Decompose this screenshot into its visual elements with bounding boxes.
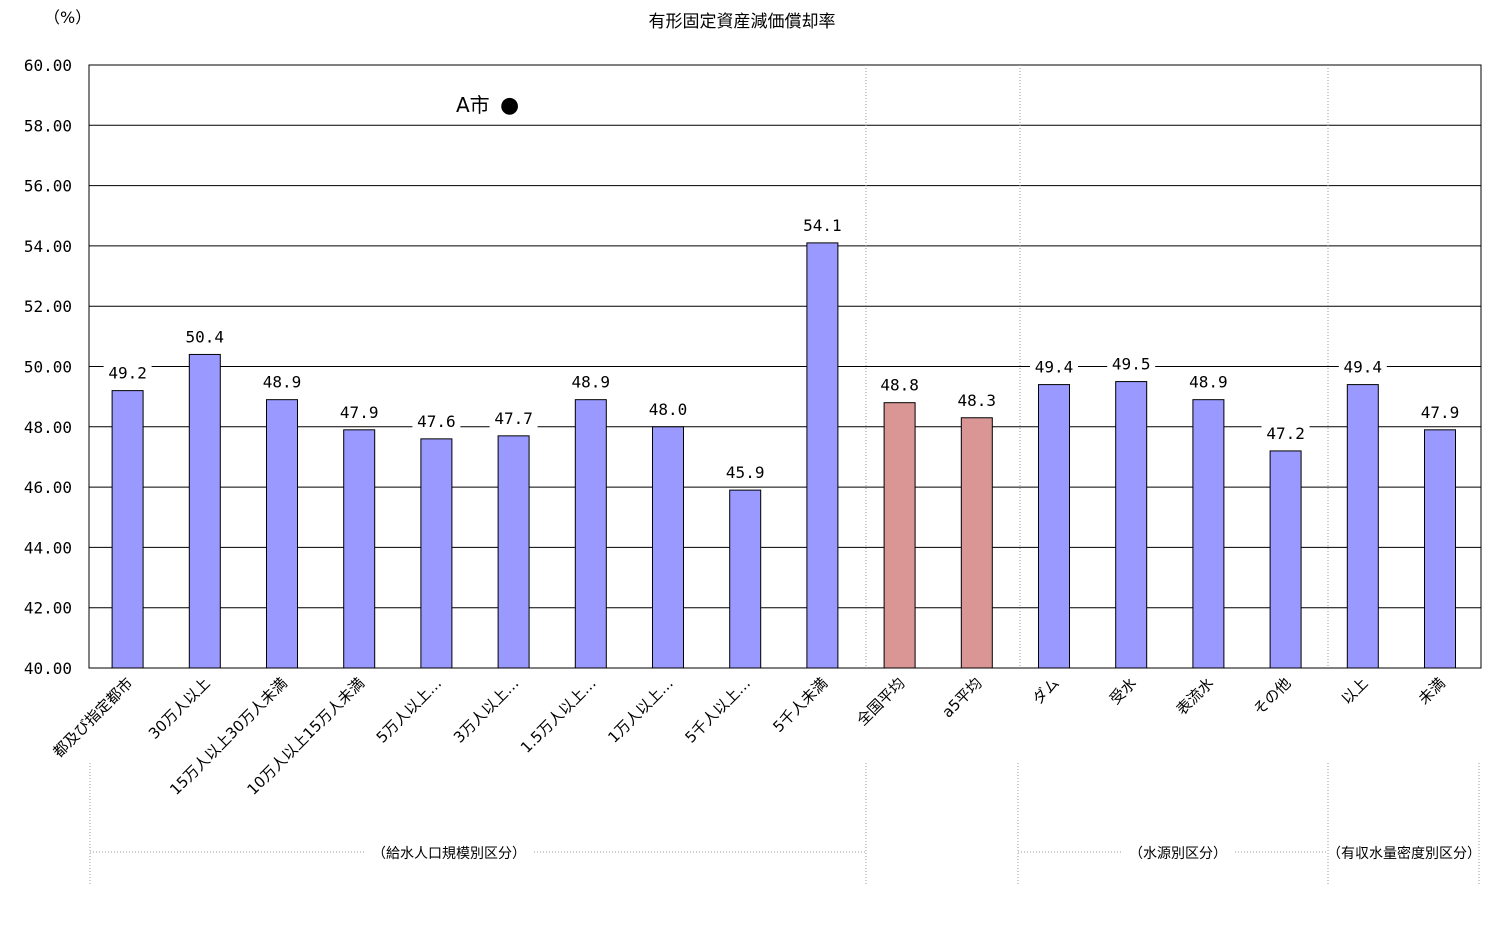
section-dividers [89,65,1480,884]
category-label: 1.5万人以上… [517,674,600,757]
value-label-bg [1184,370,1233,393]
value-label: 49.2 [108,364,147,383]
grid-lines [88,64,1482,669]
value-label-bg [489,406,538,429]
category-label: 5万人以上… [373,674,446,747]
category-label: 表流水 [1173,674,1218,719]
value-label-bg [103,361,152,384]
y-tick-label: 56.00 [24,177,72,196]
bar [1115,381,1148,669]
bar [343,429,376,669]
plot-frame [88,64,1482,669]
y-tick-label: 44.00 [24,538,72,557]
group-label: （水源別区分） [1129,846,1227,862]
value-label: 49.4 [1344,358,1383,377]
category-label: 以上 [1338,674,1372,708]
category-label: 都及び指定都市 [49,674,136,761]
y-tick-label: 46.00 [24,478,72,497]
value-label: 47.9 [1421,403,1460,422]
bar [729,489,762,669]
group-labels: （給水人口規模別区分） （水源別区分） （有収水量密度別区分） [90,845,1481,862]
bar [960,417,993,669]
group-label: （給水人口規模別区分） [372,846,526,862]
y-tick-label: 42.00 [24,599,72,618]
value-label-bg [644,397,692,420]
legend: A市 ● [456,93,519,118]
value-label-bg [1261,421,1310,444]
category-label: 5千人以上… [682,674,755,747]
value-label-bg [1338,355,1387,378]
value-label-bg [875,373,924,396]
value-label: 47.2 [1266,424,1305,443]
bar [1192,399,1225,669]
bar [1346,384,1379,669]
value-label-bg [258,370,306,393]
y-tick-label: 52.00 [24,297,72,316]
bar [806,242,839,669]
bar [188,353,221,669]
value-label-bg [1030,355,1078,378]
value-label-bg [1107,352,1156,375]
bar [420,438,453,669]
y-tick-label: 60.00 [24,56,72,75]
value-label-bg [412,409,461,432]
value-label: 45.9 [726,463,765,482]
y-tick-label: 58.00 [24,116,72,135]
group-label: （有収水量密度別区分） [1327,845,1481,862]
bar [652,426,684,669]
bar [1038,384,1070,669]
bar [574,399,607,669]
legend-marker-icon: ● [500,93,519,118]
y-tick-label: 54.00 [24,237,72,256]
value-label: 48.8 [880,376,919,395]
category-label: 未満 [1415,674,1449,708]
value-label: 48.9 [263,373,302,392]
bar [883,402,916,669]
y-axis-unit: （%） [44,8,91,27]
value-label: 47.6 [417,412,456,431]
value-label-bg [566,370,615,393]
value-label: 48.9 [572,373,611,392]
value-label: 48.9 [1189,373,1228,392]
chart-title: 有形固定資産減価償却率 [649,12,836,32]
value-label: 48.0 [649,400,688,419]
y-tick-label: 50.00 [24,358,72,377]
bar [266,399,298,669]
value-label: 47.7 [494,409,533,428]
value-label: 49.4 [1035,358,1074,377]
bars [111,242,1456,669]
bar [1424,429,1456,669]
category-label: 30万人以上 [145,674,214,743]
bar [497,435,530,669]
bar [111,390,144,669]
category-label: 受水 [1106,674,1140,708]
value-label-bg [335,400,384,423]
category-label: 全国平均 [853,674,908,729]
value-label: 54.1 [803,216,842,235]
value-label: 47.9 [340,403,379,422]
category-label: その他 [1250,674,1295,719]
bar [1269,450,1302,669]
category-label: 5千人未満 [769,674,831,736]
category-label: 3万人以上… [450,674,523,747]
y-tick-label: 48.00 [24,418,72,437]
value-label: 48.3 [958,391,997,410]
category-label: a5平均 [938,674,985,721]
y-tick-labels: 40.00 42.00 44.00 46.00 48.00 50.00 52.00 54.00… [24,56,72,678]
category-label: ダム [1029,674,1063,708]
value-label-bg [721,461,770,484]
value-label-bg [180,325,229,348]
value-label-bg [798,213,847,236]
legend-label: A市 [456,93,490,117]
value-labels: 49.2 50.4 48.9 47.9 47.6 47.7 48.9 48.0 45.9 54.1… [103,213,1464,484]
category-label: 1万人以上… [604,674,677,747]
value-label-bg [1416,400,1464,423]
value-label: 49.5 [1112,355,1151,374]
value-label: 50.4 [186,327,225,346]
value-label-bg [952,388,1001,411]
y-tick-label: 40.00 [24,659,72,678]
